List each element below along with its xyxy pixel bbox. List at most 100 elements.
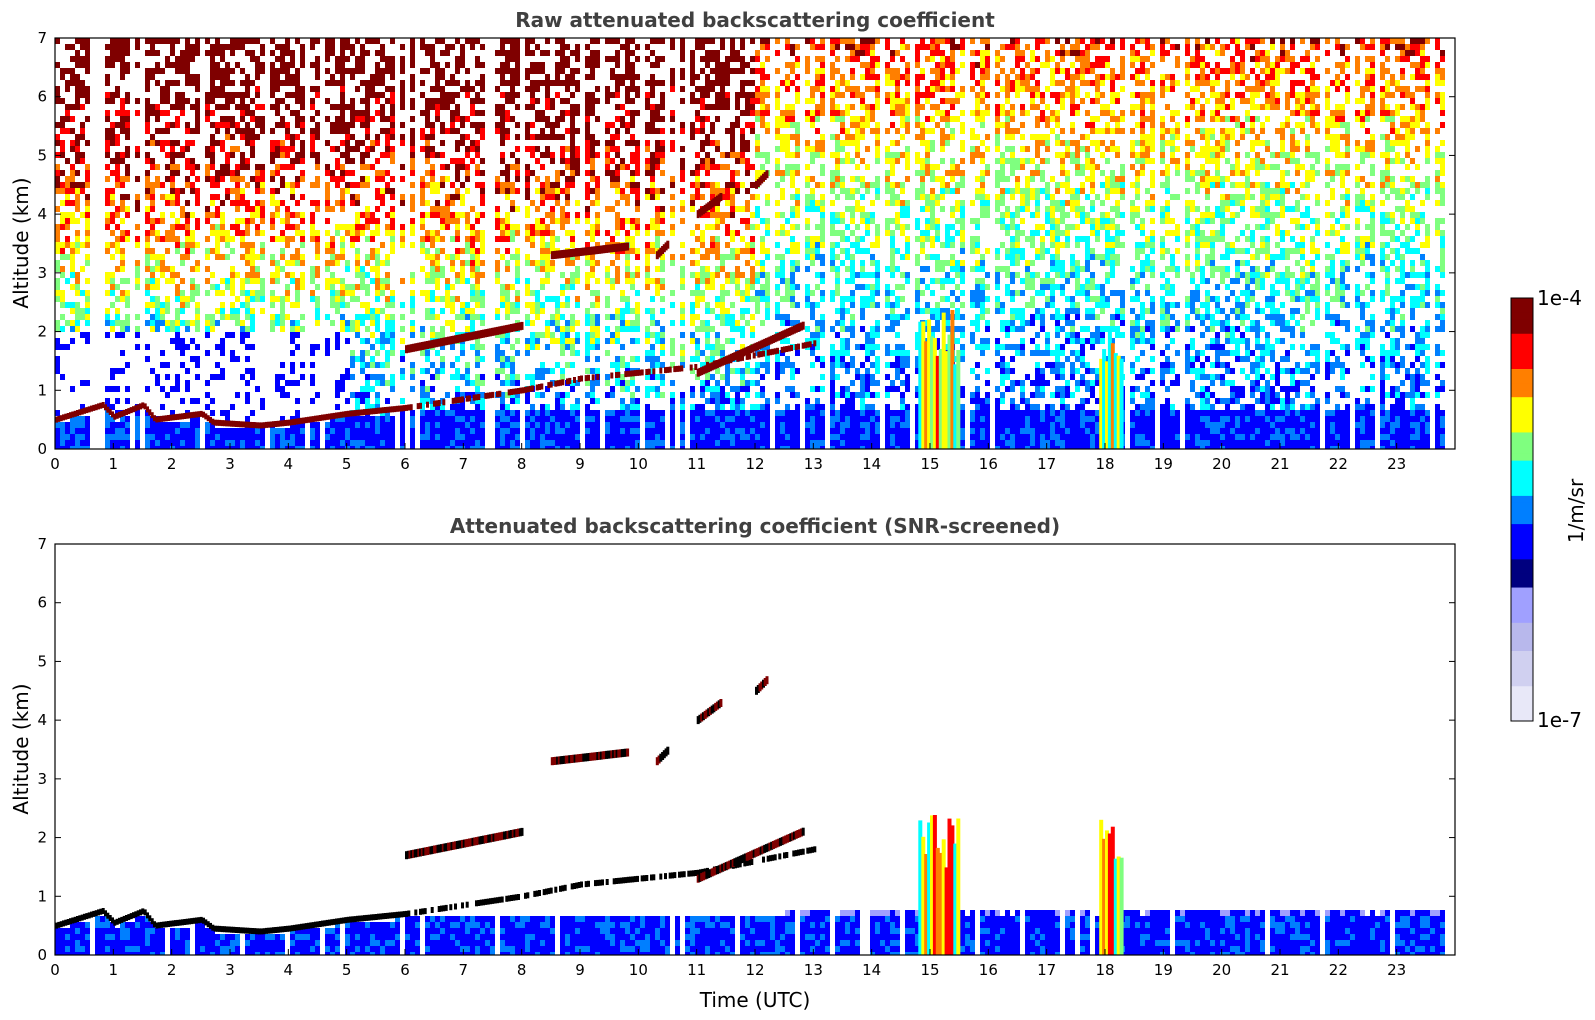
colorbar-segment [1511, 650, 1533, 659]
x-tick-label: 20 [1212, 455, 1231, 473]
x-tick-label: 3 [225, 961, 235, 979]
x-tick-label: 10 [629, 961, 648, 979]
x-tick-label: 22 [1329, 455, 1348, 473]
colorbar-segment [1511, 629, 1533, 637]
y-tick-label: 0 [37, 440, 47, 458]
panel-raw: Raw attenuated backscattering coefficien… [9, 8, 1456, 473]
x-tick-label: 17 [1037, 455, 1056, 473]
colorbar-segment [1511, 565, 1533, 574]
x-tick-label: 15 [920, 455, 939, 473]
colorbar-segment [1511, 523, 1533, 532]
x-tick-label: 4 [284, 961, 294, 979]
colorbar-segment [1511, 685, 1533, 694]
x-tick-label: 6 [400, 961, 410, 979]
colorbar: 1e-4 1e-7 1/m/sr [1510, 286, 1588, 732]
colorbar-segment [1511, 558, 1533, 567]
x-tick-label: 8 [517, 961, 527, 979]
y-tick-label: 6 [37, 88, 47, 106]
colorbar-segment [1511, 502, 1533, 510]
y-tick-label: 3 [37, 264, 47, 282]
x-tick-label: 22 [1329, 961, 1348, 979]
colorbar-segment [1511, 699, 1533, 708]
panel-raw-title: Raw attenuated backscattering coefficien… [515, 8, 995, 32]
colorbar-segment [1511, 713, 1533, 722]
x-tick-label: 1 [109, 455, 119, 473]
colorbar-segment [1511, 488, 1533, 496]
colorbar-max-label: 1e-4 [1537, 286, 1582, 310]
colorbar-segment [1511, 657, 1533, 666]
y-tick-label: 5 [37, 146, 47, 164]
x-tick-label: 12 [745, 961, 764, 979]
colorbar-segment [1511, 509, 1533, 518]
colorbar-segment [1511, 368, 1533, 377]
heatmap-screened [55, 676, 1445, 955]
y-axis-label-raw: Altitude (km) [9, 177, 33, 308]
colorbar-segment [1511, 319, 1533, 327]
colorbar-segment [1511, 431, 1533, 440]
x-tick-label: 20 [1212, 961, 1231, 979]
colorbar-segment [1511, 382, 1533, 391]
heatmap-raw [55, 38, 1445, 449]
colorbar-segment [1511, 389, 1533, 398]
x-tick-label: 11 [687, 455, 706, 473]
colorbar-segment [1511, 439, 1533, 447]
x-tick-label: 0 [50, 455, 60, 473]
y-tick-label: 4 [37, 205, 47, 223]
x-ticks-raw: 0 1 2 3 4 5 6 7 8 9 10 11 12 13 14 15 16 17 18 19 20 21 22 23 [50, 443, 1406, 473]
x-tick-label: 14 [862, 961, 881, 979]
colorbar-gradient [1511, 298, 1533, 722]
colorbar-segment [1511, 495, 1533, 503]
colorbar-segment [1511, 453, 1533, 461]
colorbar-segment [1511, 643, 1533, 651]
panel-screened-title: Attenuated backscattering coefficient (S… [450, 514, 1060, 538]
colorbar-segment [1511, 403, 1533, 412]
colorbar-segment [1511, 594, 1533, 602]
panel-screened-frame [54, 543, 1456, 956]
colorbar-segment [1511, 664, 1533, 673]
x-axis-label: Time (UTC) [699, 988, 811, 1012]
x-tick-label: 14 [862, 455, 881, 473]
x-tick-label: 18 [1095, 455, 1114, 473]
colorbar-segment [1511, 516, 1533, 525]
colorbar-segment [1511, 572, 1533, 581]
colorbar-segment [1511, 692, 1533, 701]
panel-screened: Attenuated backscattering coefficient (S… [9, 514, 1456, 1012]
y-tick-label: 7 [37, 535, 47, 553]
colorbar-segment [1511, 333, 1533, 341]
colorbar-segment [1511, 678, 1533, 687]
y-ticks-raw: 0 1 2 3 4 5 6 7 [37, 29, 1455, 458]
x-ticks-screened: 0 1 2 3 4 5 6 7 8 9 10 11 12 13 14 15 16 17 18 19 20 21 22 23 [50, 949, 1406, 979]
y-tick-label: 1 [37, 887, 47, 905]
colorbar-segment [1511, 410, 1533, 419]
y-tick-label: 6 [37, 594, 47, 612]
x-tick-label: 17 [1037, 961, 1056, 979]
colorbar-segment [1511, 481, 1533, 489]
x-tick-label: 16 [979, 961, 998, 979]
colorbar-segment [1511, 544, 1533, 553]
x-tick-label: 5 [342, 455, 352, 473]
x-tick-label: 8 [517, 455, 527, 473]
colorbar-segment [1511, 636, 1533, 644]
x-tick-label: 12 [745, 455, 764, 473]
x-tick-label: 0 [50, 961, 60, 979]
x-tick-label: 5 [342, 961, 352, 979]
colorbar-segment [1511, 706, 1533, 715]
x-tick-label: 16 [979, 455, 998, 473]
colorbar-segment [1511, 467, 1533, 475]
y-tick-label: 5 [37, 652, 47, 670]
x-tick-label: 7 [459, 455, 469, 473]
colorbar-segment [1511, 305, 1533, 313]
colorbar-segment [1511, 298, 1533, 306]
colorbar-unit-label: 1/m/sr [1564, 478, 1588, 543]
x-tick-label: 2 [167, 455, 177, 473]
x-tick-label: 9 [575, 961, 585, 979]
colorbar-segment [1511, 326, 1533, 334]
y-tick-label: 7 [37, 29, 47, 47]
colorbar-segment [1511, 424, 1533, 433]
y-tick-label: 2 [37, 323, 47, 341]
x-tick-label: 23 [1387, 455, 1406, 473]
y-tick-label: 3 [37, 770, 47, 788]
colorbar-segment [1511, 417, 1533, 426]
x-tick-label: 18 [1095, 961, 1114, 979]
